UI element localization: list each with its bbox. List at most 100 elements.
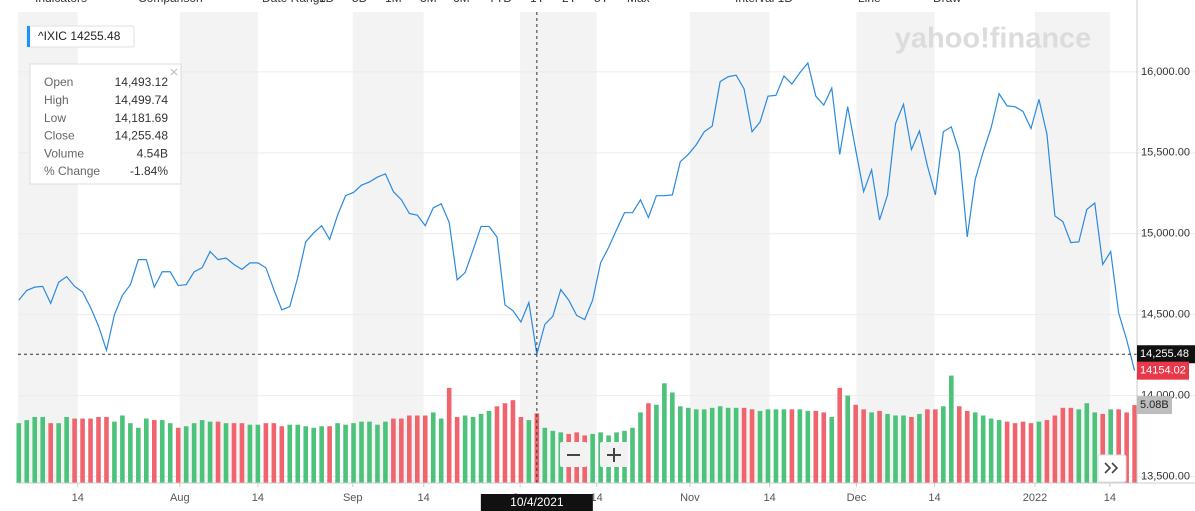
volume-bar (1044, 420, 1050, 483)
x-tick-label: 14 (72, 492, 84, 504)
toolbar-item[interactable]: Draw (933, 0, 961, 5)
toolbar-item[interactable]: Indicators (35, 0, 87, 5)
volume-bar (375, 424, 380, 483)
volume-bar (327, 426, 332, 483)
volume-bar (430, 412, 436, 483)
toolbar-item[interactable]: 5Y (594, 0, 609, 5)
volume-bar (877, 410, 882, 483)
toolbar-item[interactable]: 1Y (530, 0, 545, 5)
volume-bar (215, 421, 221, 483)
toolbar-item[interactable]: 2Y (562, 0, 577, 5)
volume-bar (120, 415, 125, 483)
volume-bar (199, 420, 205, 483)
toolbar-item[interactable]: YTD (488, 0, 512, 5)
volume-bar (279, 426, 285, 483)
volume-bar (128, 423, 133, 483)
volume-bar (638, 412, 643, 483)
volume-bar (422, 415, 428, 483)
volume-bar (542, 427, 548, 483)
last-price-tag: 14154.02 (1140, 365, 1186, 377)
tooltip-label: High (44, 93, 69, 107)
y-tick-label: 16,000.00 (1141, 66, 1190, 78)
toolbar-item[interactable]: 1M (385, 0, 402, 5)
toolbar-item[interactable]: Comparison (138, 0, 203, 5)
last-volume-tag-bg (1137, 396, 1172, 415)
volume-bar (773, 409, 779, 483)
watermark: yahoo!finance (895, 23, 1092, 55)
volume-bar (391, 418, 396, 483)
volume-bar (263, 423, 269, 483)
volume-bar (917, 413, 922, 483)
tooltip-value: 14,181.69 (115, 111, 169, 125)
volume-bar (972, 412, 978, 483)
volume-bar (1108, 409, 1113, 483)
toolbar-item[interactable]: 3M (420, 0, 437, 5)
volume-bar (438, 418, 444, 483)
x-tick-label: 14 (591, 492, 603, 504)
volume-bar (925, 409, 930, 483)
month-band (689, 12, 770, 483)
toolbar: Indicators Comparison Date Range1D 5D 1M 3M 6M… (35, 0, 961, 5)
scroll-latest-button[interactable] (1097, 454, 1127, 483)
volume-bar (901, 415, 906, 483)
volume-bar (678, 406, 683, 483)
volume-bar (1084, 403, 1090, 483)
volume-bar (1132, 405, 1137, 483)
volume-bar (853, 404, 858, 483)
volume-bar (1092, 412, 1098, 483)
volume-bar (175, 427, 181, 483)
volume-bar (359, 421, 364, 483)
tooltip-label: Low (44, 111, 66, 125)
legend-name: ^IXIC (38, 29, 67, 43)
toolbar-item[interactable]: Interval 1D (735, 0, 793, 5)
volume-bar (303, 426, 309, 483)
volume-bar (80, 418, 85, 483)
volume-bar (446, 387, 452, 483)
volume-bar (941, 406, 946, 483)
volume-bar (789, 409, 795, 483)
month-bands (18, 12, 1110, 483)
toolbar-item[interactable]: 1D (319, 0, 335, 5)
volume-bar (550, 430, 556, 483)
volume-bar (32, 417, 38, 483)
last-volume-tag: 5.08B (1140, 399, 1169, 411)
x-tick-label: Aug (170, 492, 190, 504)
toolbar-item[interactable]: 6M (453, 0, 470, 5)
volume-bar (670, 392, 675, 483)
tooltip-value: 14,499.74 (115, 93, 169, 107)
volume-bar (654, 404, 659, 483)
crosshair-date-bg (480, 494, 593, 511)
volume-bar (239, 423, 245, 483)
volume-bar (510, 400, 516, 483)
toolbar-item[interactable]: Line (858, 0, 881, 5)
volume-bar (223, 423, 229, 483)
toolbar-item[interactable]: Date Range (262, 0, 326, 5)
tooltip-label: Open (44, 75, 73, 89)
last-price-tag-bg (1137, 361, 1189, 380)
toolbar-item[interactable]: Max (627, 0, 650, 5)
tooltip-box (29, 63, 182, 185)
volume-bar (191, 423, 197, 483)
volume-bar (885, 413, 890, 483)
volume-bar (980, 415, 986, 483)
x-tick-label: Nov (680, 492, 700, 504)
toolbar-item[interactable]: 5D (352, 0, 368, 5)
volume-bar (462, 415, 468, 483)
volume-bar (1076, 409, 1082, 483)
tooltip-close[interactable] (170, 68, 178, 76)
volume-bar (956, 406, 962, 483)
volume-bar (996, 420, 1002, 483)
x-tick-label: 14 (418, 492, 430, 504)
volume-bar (494, 406, 500, 483)
x-tick-label: Dec (847, 492, 867, 504)
y-tick-label: 13,500.00 (1141, 470, 1190, 482)
volume-bar (136, 427, 141, 483)
volume-bar (311, 427, 316, 483)
volume-bar (383, 421, 388, 483)
volume-bar (1004, 421, 1010, 483)
volume-bar (183, 426, 189, 483)
volume-bar (16, 423, 22, 483)
volume-bar (159, 420, 165, 483)
volume-bar (948, 375, 954, 483)
